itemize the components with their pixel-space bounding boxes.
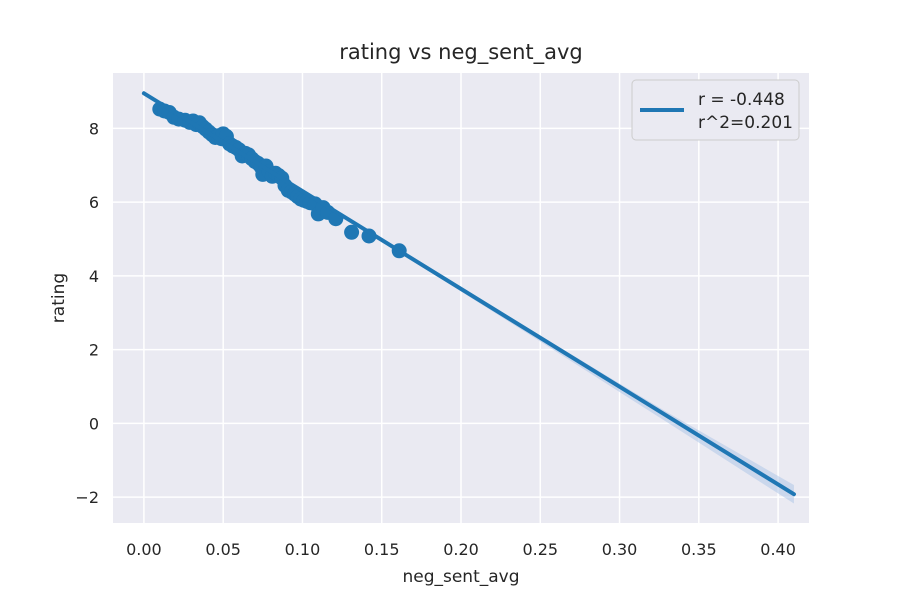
legend-box [631, 79, 800, 141]
legend: r = -0.448 r^2=0.201 [631, 79, 800, 141]
x-tick-labels: 0.00 0.05 0.10 0.15 0.20 0.25 0.30 0.35 0.40 [126, 540, 796, 559]
x-tick-label: 0.20 [443, 540, 479, 559]
y-tick-label: −2 [75, 488, 99, 507]
y-tick-label: 4 [89, 267, 99, 286]
regression-line [141, 91, 796, 497]
x-tick-label: 0.15 [364, 540, 400, 559]
x-tick-label: 0.00 [126, 540, 162, 559]
x-tick-label: 0.10 [285, 540, 321, 559]
fit-line-layer [141, 91, 796, 497]
legend-text-r2: r^2=0.201 [698, 113, 793, 133]
x-tick-label: 0.05 [205, 540, 241, 559]
x-tick-label: 0.40 [760, 540, 796, 559]
x-tick-label: 0.35 [681, 540, 717, 559]
grid-lines [113, 73, 809, 523]
y-tick-label: 2 [89, 341, 99, 360]
y-tick-label: 0 [89, 414, 99, 433]
data-point [344, 224, 360, 240]
y-tick-label: 8 [89, 119, 99, 138]
chart-title: rating vs neg_sent_avg [339, 40, 583, 65]
y-tick-label: 6 [89, 193, 99, 212]
y-tick-labels: −2 0 2 4 6 8 [75, 119, 99, 507]
x-axis-label: neg_sent_avg [402, 567, 519, 587]
y-axis-label: rating [49, 273, 69, 323]
legend-text-r: r = -0.448 [698, 90, 785, 110]
x-tick-label: 0.30 [602, 540, 638, 559]
x-tick-label: 0.25 [522, 540, 558, 559]
